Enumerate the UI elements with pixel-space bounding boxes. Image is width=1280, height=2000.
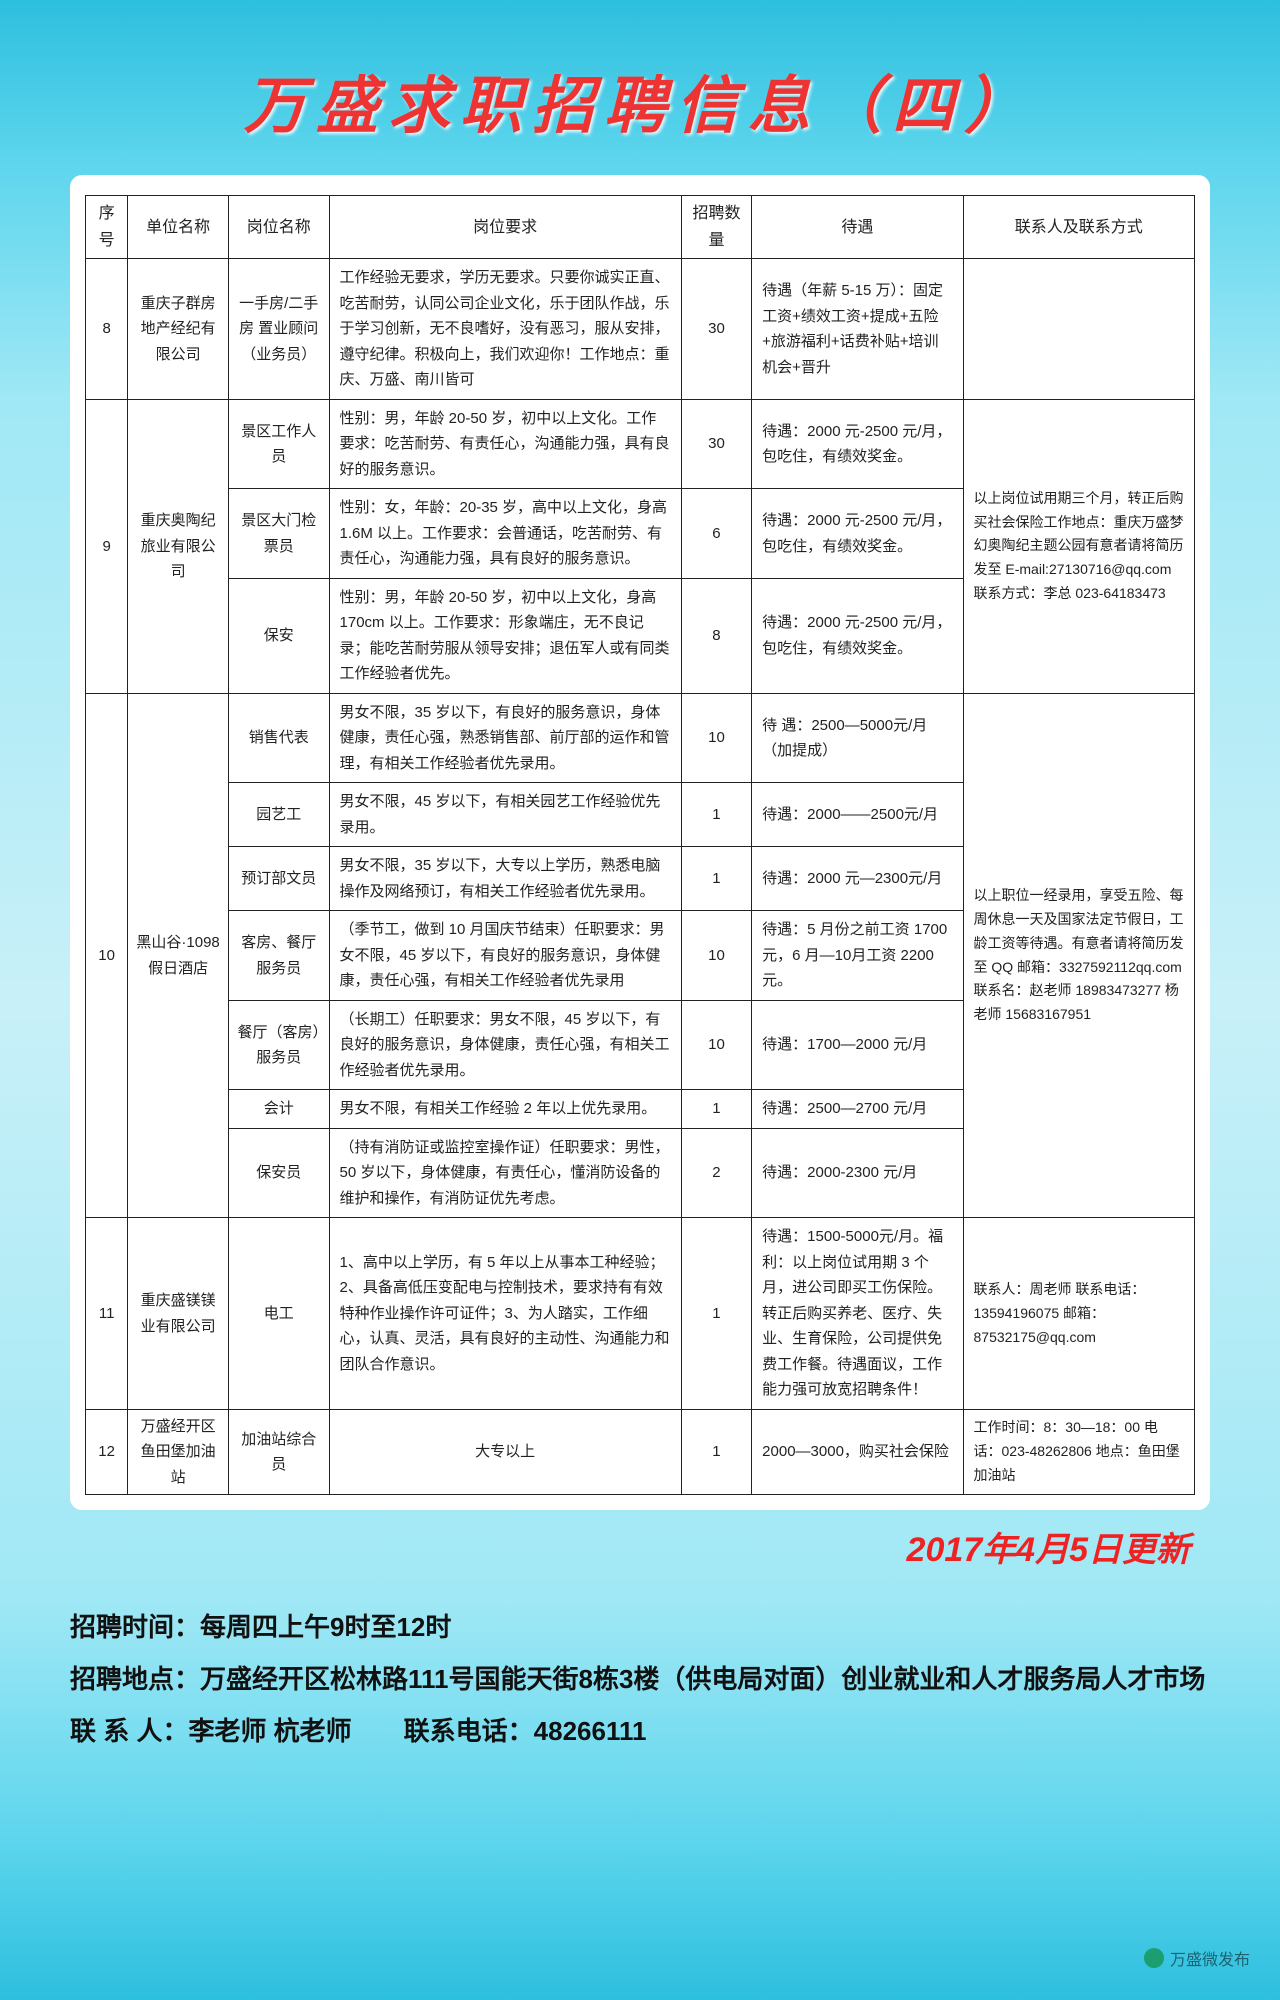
cell-req: 1、高中以上学历，有 5 年以上从事本工种经验；2、具备高低压变配电与控制技术，… <box>329 1218 681 1410</box>
page-title: 万盛求职招聘信息（四） <box>0 0 1280 145</box>
cell-seq: 9 <box>86 399 128 693</box>
cell-pos: 销售代表 <box>228 693 329 783</box>
cell-req: （长期工）任职要求：男女不限，45 岁以下，有良好的服务意识，身体健康，责任心强… <box>329 1000 681 1090</box>
cell-treat: 待 遇：2500—5000元/月（加提成） <box>752 693 963 783</box>
cell-treat: 待遇：1500-5000元/月。福利：以上岗位试用期 3 个月，进公司即买工伤保… <box>752 1218 963 1410</box>
cell-num: 8 <box>681 578 751 693</box>
cell-treat: 待遇：2000——2500元/月 <box>752 783 963 847</box>
table-row: 10 黑山谷·1098 假日酒店 销售代表 男女不限，35 岁以下，有良好的服务… <box>86 693 1195 783</box>
update-date: 2017年4月5日更新 <box>0 1522 1190 1571</box>
cell-unit: 重庆盛镁镁业有限公司 <box>128 1218 229 1410</box>
cell-req: 男女不限，35 岁以下，有良好的服务意识，身体健康，责任心强，熟悉销售部、前厅部… <box>329 693 681 783</box>
cell-req: 工作经验无要求，学历无要求。只要你诚实正直、吃苦耐劳，认同公司企业文化，乐于团队… <box>329 259 681 400</box>
wechat-icon <box>1144 1948 1164 1968</box>
th-req: 岗位要求 <box>329 196 681 259</box>
cell-contact <box>963 259 1195 400</box>
cell-treat: 待遇：2500—2700 元/月 <box>752 1090 963 1129</box>
cell-num: 1 <box>681 1218 751 1410</box>
cell-unit: 万盛经开区鱼田堡加油站 <box>128 1409 229 1495</box>
cell-num: 10 <box>681 693 751 783</box>
cell-req: 性别：女，年龄：20-35 岁，高中以上文化，身高 1.6M 以上。工作要求：会… <box>329 489 681 579</box>
cell-num: 1 <box>681 1409 751 1495</box>
cell-pos: 一手房/二手房 置业顾问（业务员） <box>228 259 329 400</box>
footer-address: 招聘地点：万盛经开区松林路111号国能天街8栋3楼（供电局对面）创业就业和人才服… <box>70 1653 1210 1705</box>
cell-pos: 景区大门检票员 <box>228 489 329 579</box>
cell-treat: 待遇：1700—2000 元/月 <box>752 1000 963 1090</box>
cell-contact: 联系人：周老师 联系电话：13594196075 邮箱：87532175@qq.… <box>963 1218 1195 1410</box>
cell-pos: 预订部文员 <box>228 847 329 911</box>
cell-unit: 黑山谷·1098 假日酒店 <box>128 693 229 1218</box>
th-unit: 单位名称 <box>128 196 229 259</box>
cell-num: 1 <box>681 847 751 911</box>
cell-contact: 以上岗位试用期三个月，转正后购买社会保险工作地点：重庆万盛梦幻奥陶纪主题公园有意… <box>963 399 1195 693</box>
cell-treat: 待遇：2000 元-2500 元/月，包吃住，有绩效奖金。 <box>752 399 963 489</box>
cell-num: 1 <box>681 783 751 847</box>
th-seq: 序号 <box>86 196 128 259</box>
cell-num: 30 <box>681 259 751 400</box>
cell-treat: 2000—3000，购买社会保险 <box>752 1409 963 1495</box>
cell-req: 男女不限，45 岁以下，有相关园艺工作经验优先录用。 <box>329 783 681 847</box>
th-pos: 岗位名称 <box>228 196 329 259</box>
cell-treat: 待遇：5 月份之前工资 1700 元，6 月—10月工资 2200 元。 <box>752 911 963 1001</box>
cell-num: 2 <box>681 1128 751 1218</box>
cell-pos: 电工 <box>228 1218 329 1410</box>
footer-time: 招聘时间：每周四上午9时至12时 <box>70 1601 1210 1653</box>
cell-contact: 工作时间：8：30—18：00 电话：023-48262806 地点：鱼田堡加油… <box>963 1409 1195 1495</box>
cell-seq: 8 <box>86 259 128 400</box>
cell-unit: 重庆子群房地产经纪有限公司 <box>128 259 229 400</box>
cell-treat: 待遇：2000-2300 元/月 <box>752 1128 963 1218</box>
cell-treat: 待遇：2000 元-2500 元/月，包吃住，有绩效奖金。 <box>752 578 963 693</box>
cell-pos: 保安 <box>228 578 329 693</box>
table-row: 8 重庆子群房地产经纪有限公司 一手房/二手房 置业顾问（业务员） 工作经验无要… <box>86 259 1195 400</box>
table-row: 9 重庆奥陶纪旅业有限公司 景区工作人员 性别：男，年龄 20-50 岁，初中以… <box>86 399 1195 489</box>
cell-pos: 景区工作人员 <box>228 399 329 489</box>
cell-num: 30 <box>681 399 751 489</box>
cell-pos: 客房、餐厅服务员 <box>228 911 329 1001</box>
cell-seq: 10 <box>86 693 128 1218</box>
cell-req: 大专以上 <box>329 1409 681 1495</box>
cell-pos: 保安员 <box>228 1128 329 1218</box>
cell-pos: 餐厅（客房）服务员 <box>228 1000 329 1090</box>
cell-num: 10 <box>681 911 751 1001</box>
watermark-text: 万盛微发布 <box>1170 1946 1250 1970</box>
footer-contact: 联 系 人：李老师 杭老师 联系电话：48266111 <box>70 1705 1210 1757</box>
cell-req: （持有消防证或监控室操作证）任职要求：男性，50 岁以下，身体健康，有责任心，懂… <box>329 1128 681 1218</box>
cell-req: 男女不限，有相关工作经验 2 年以上优先录用。 <box>329 1090 681 1129</box>
cell-pos: 加油站综合员 <box>228 1409 329 1495</box>
footer-info: 招聘时间：每周四上午9时至12时 招聘地点：万盛经开区松林路111号国能天街8栋… <box>70 1601 1210 1757</box>
cell-contact: 以上职位一经录用，享受五险、每周休息一天及国家法定节假日，工龄工资等待遇。有意者… <box>963 693 1195 1218</box>
cell-req: 男女不限，35 岁以下，大专以上学历，熟悉电脑操作及网络预订，有相关工作经验者优… <box>329 847 681 911</box>
th-num: 招聘数量 <box>681 196 751 259</box>
table-row: 12 万盛经开区鱼田堡加油站 加油站综合员 大专以上 1 2000—3000，购… <box>86 1409 1195 1495</box>
cell-treat: 待遇：2000 元—2300元/月 <box>752 847 963 911</box>
cell-num: 6 <box>681 489 751 579</box>
cell-treat: 待遇（年薪 5-15 万）：固定工资+绩效工资+提成+五险+旅游福利+话费补贴+… <box>752 259 963 400</box>
cell-num: 1 <box>681 1090 751 1129</box>
cell-treat: 待遇：2000 元-2500 元/月，包吃住，有绩效奖金。 <box>752 489 963 579</box>
job-table: 序号 单位名称 岗位名称 岗位要求 招聘数量 待遇 联系人及联系方式 8 重庆子… <box>85 195 1195 1495</box>
cell-num: 10 <box>681 1000 751 1090</box>
cell-req: （季节工，做到 10 月国庆节结束）任职要求：男女不限，45 岁以下，有良好的服… <box>329 911 681 1001</box>
cell-seq: 11 <box>86 1218 128 1410</box>
cell-pos: 园艺工 <box>228 783 329 847</box>
table-row: 11 重庆盛镁镁业有限公司 电工 1、高中以上学历，有 5 年以上从事本工种经验… <box>86 1218 1195 1410</box>
th-treat: 待遇 <box>752 196 963 259</box>
cell-pos: 会计 <box>228 1090 329 1129</box>
watermark: 万盛微发布 <box>1144 1946 1250 1970</box>
table-container: 序号 单位名称 岗位名称 岗位要求 招聘数量 待遇 联系人及联系方式 8 重庆子… <box>70 175 1210 1510</box>
cell-seq: 12 <box>86 1409 128 1495</box>
cell-req: 性别：男，年龄 20-50 岁，初中以上文化。工作要求：吃苦耐劳、有责任心，沟通… <box>329 399 681 489</box>
cell-req: 性别：男，年龄 20-50 岁，初中以上文化，身高 170cm 以上。工作要求：… <box>329 578 681 693</box>
cell-unit: 重庆奥陶纪旅业有限公司 <box>128 399 229 693</box>
th-contact: 联系人及联系方式 <box>963 196 1195 259</box>
